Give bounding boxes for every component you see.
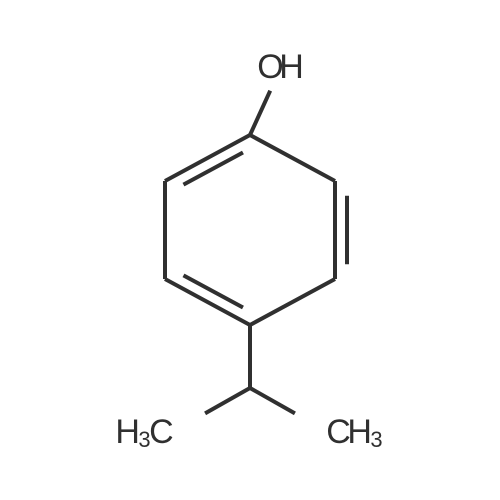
bond <box>250 279 335 325</box>
atom-label: H <box>279 48 304 86</box>
bond <box>183 275 243 307</box>
atom-label: C <box>149 413 174 451</box>
bond <box>250 135 335 181</box>
molecule-diagram: OHH3CCH3 <box>0 0 500 500</box>
bond <box>165 135 250 181</box>
bond <box>250 388 295 413</box>
atom-label: H <box>347 413 372 451</box>
atom-label: H <box>115 413 140 451</box>
bond <box>250 91 270 135</box>
atom-label: 3 <box>370 427 382 452</box>
bond <box>183 152 243 184</box>
bond <box>205 388 250 413</box>
bond <box>165 279 250 325</box>
